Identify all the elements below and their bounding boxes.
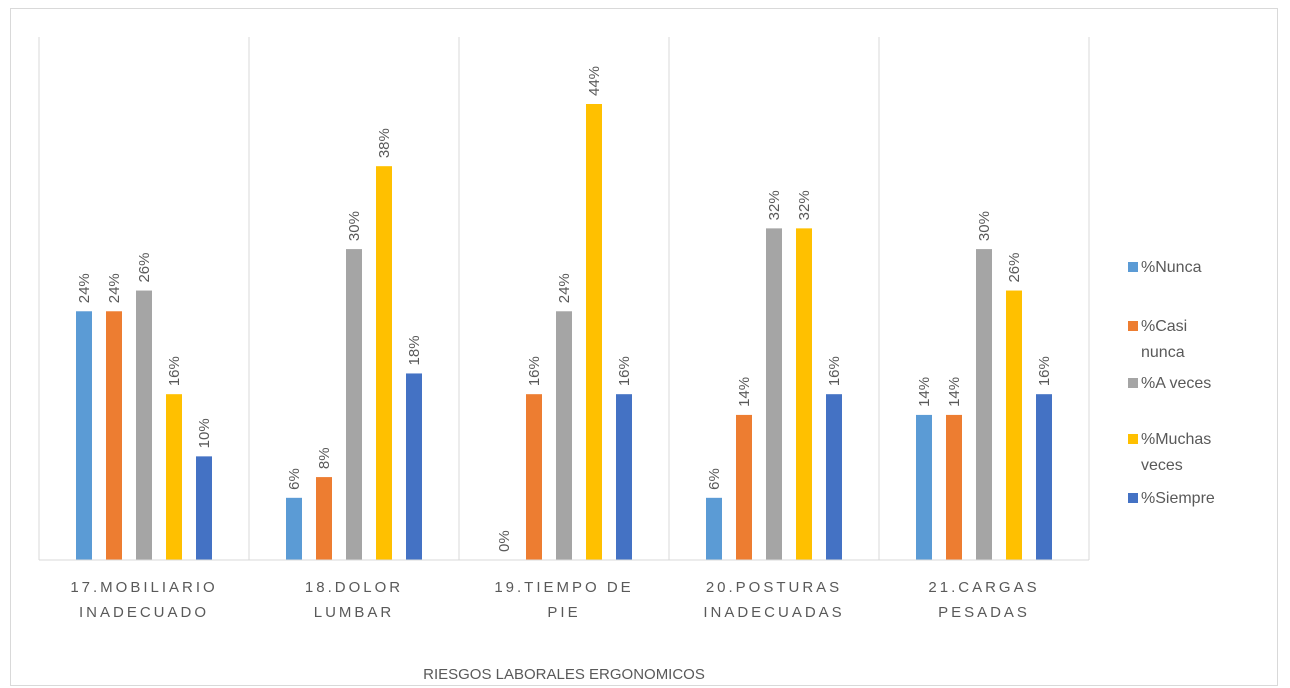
data-label: 14% — [946, 377, 963, 407]
bar — [316, 477, 332, 560]
data-label: 44% — [586, 66, 603, 96]
bar — [916, 414, 932, 560]
bar — [106, 311, 122, 560]
data-label: 24% — [556, 273, 573, 303]
data-label: 24% — [76, 273, 93, 303]
legend-swatch — [1128, 378, 1138, 388]
bar — [586, 104, 602, 560]
bar — [976, 249, 992, 560]
category-label: 18.DOLOR — [305, 579, 403, 596]
bar — [1036, 394, 1052, 560]
category-labels-group: 17.MOBILIARIO INADECUADO 18.DOLOR LUMBAR 19.… — [70, 579, 1039, 621]
data-label: 8% — [316, 447, 333, 469]
bar — [616, 394, 632, 560]
data-label: 16% — [166, 356, 183, 386]
bar — [1006, 290, 1022, 560]
bar — [796, 228, 812, 560]
data-label: 16% — [1036, 356, 1053, 386]
category-label: INADECUADAS — [703, 604, 844, 621]
legend-label: nunca — [1141, 344, 1185, 361]
chart-frame: 24% 24% 26% 16% 10% 6% 8% 30% 38% 18% 0% 16% 24% 44% 1… — [10, 8, 1278, 686]
bar — [826, 394, 842, 560]
legend-label: %Casi — [1141, 318, 1187, 335]
data-label: 30% — [976, 211, 993, 241]
data-label: 24% — [106, 273, 123, 303]
bar — [76, 311, 92, 560]
bar — [556, 311, 572, 560]
data-label: 26% — [1006, 253, 1023, 283]
legend-swatch — [1128, 434, 1138, 444]
bar — [346, 249, 362, 560]
data-label: 6% — [286, 468, 303, 490]
bar — [736, 414, 752, 560]
category-label: 19.TIEMPO DE — [494, 579, 633, 596]
value-labels-group: 24% 24% 26% 16% 10% 6% 8% 30% 38% 18% 0% 16% 24% 44% 1… — [76, 66, 1053, 552]
data-label: 18% — [406, 335, 423, 365]
data-label: 16% — [826, 356, 843, 386]
legend-label: %A veces — [1141, 375, 1211, 392]
data-label: 26% — [136, 253, 153, 283]
category-label: PESADAS — [938, 604, 1030, 621]
bar — [376, 166, 392, 560]
bar — [286, 497, 302, 560]
bars-group — [76, 104, 1052, 560]
x-axis-title: RIESGOS LABORALES ERGONOMICOS — [423, 666, 705, 683]
data-label: 14% — [736, 377, 753, 407]
category-label: 21.CARGAS — [928, 579, 1039, 596]
legend-label: %Nunca — [1141, 259, 1202, 276]
data-label: 16% — [616, 356, 633, 386]
legend-label: %Siempre — [1141, 490, 1215, 507]
legend-swatch — [1128, 321, 1138, 331]
chart-svg: 24% 24% 26% 16% 10% 6% 8% 30% 38% 18% 0% 16% 24% 44% 1… — [38, 37, 1215, 683]
legend-label: veces — [1141, 457, 1183, 474]
category-separators — [38, 37, 1090, 560]
bar — [166, 394, 182, 560]
category-label: 20.POSTURAS — [706, 579, 842, 596]
data-label: 10% — [196, 418, 213, 448]
data-label: 30% — [346, 211, 363, 241]
data-label: 32% — [796, 190, 813, 220]
bar — [406, 373, 422, 560]
bar — [766, 228, 782, 560]
bar — [706, 497, 722, 560]
data-label: 32% — [766, 190, 783, 220]
category-label: 17.MOBILIARIO — [70, 579, 217, 596]
bar — [946, 414, 962, 560]
category-label: INADECUADO — [79, 604, 209, 621]
legend: %Nunca %Casi nunca %A veces %Muchas veces %Sie… — [1128, 259, 1215, 507]
data-label: 14% — [916, 377, 933, 407]
bar — [196, 456, 212, 560]
legend-swatch — [1128, 262, 1138, 272]
legend-label: %Muchas — [1141, 431, 1211, 448]
data-label: 38% — [376, 128, 393, 158]
data-label: 16% — [526, 356, 543, 386]
legend-swatch — [1128, 493, 1138, 503]
category-label: PIE — [547, 604, 580, 621]
data-label: 0% — [496, 530, 513, 552]
data-label: 6% — [706, 468, 723, 490]
bar — [136, 290, 152, 560]
bar — [526, 394, 542, 560]
category-label: LUMBAR — [314, 604, 395, 621]
